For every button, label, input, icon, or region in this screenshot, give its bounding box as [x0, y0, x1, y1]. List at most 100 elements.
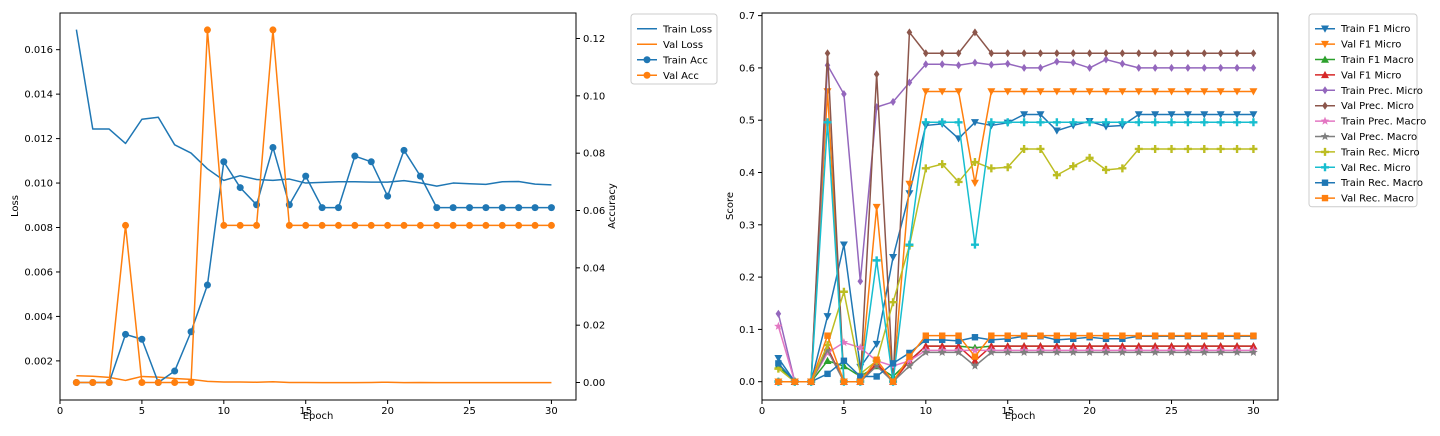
data-point [856, 343, 865, 352]
data-point [939, 60, 945, 69]
data-point [988, 60, 995, 69]
y-tick-label: 0.1 [739, 325, 755, 336]
data-point [1020, 332, 1028, 339]
data-point [1216, 144, 1225, 153]
x-tick-label: 30 [545, 406, 558, 417]
score-chart: 0 5 10 15 20 25 30 0.0 0.1 0.2 0.3 0.4 0.5 0.6 0.7 Ep… [725, 11, 1426, 422]
data-point [1152, 63, 1158, 72]
data-point [1102, 123, 1110, 131]
x-tick-label: 30 [1247, 406, 1260, 417]
legend-label: Val F1 Micro [1341, 70, 1401, 81]
data-point [972, 58, 978, 67]
legend-label: Train Prec. Macro [1340, 117, 1426, 128]
data-point [890, 97, 896, 106]
data-point [937, 347, 947, 357]
data-point [840, 378, 848, 385]
data-point [970, 240, 979, 249]
data-point [1019, 347, 1029, 357]
data-point [791, 378, 798, 385]
data-point [923, 49, 929, 58]
data-point [1249, 88, 1258, 96]
data-point [1118, 342, 1127, 350]
data-point [1216, 88, 1225, 96]
data-point [923, 60, 929, 69]
data-point [1134, 111, 1143, 119]
legend-label: Val Prec. Micro [1341, 101, 1414, 112]
data-point [774, 364, 783, 373]
data-point [203, 26, 211, 34]
data-point [823, 341, 832, 350]
data-point [839, 241, 848, 249]
legend-marker [1321, 147, 1330, 156]
x-tick-label: 5 [139, 406, 145, 417]
data-point [1085, 342, 1094, 350]
data-point [988, 336, 995, 344]
data-point [1086, 63, 1093, 72]
data-point [122, 221, 130, 229]
data-point [1070, 332, 1077, 339]
chart0-y2-ticks: 0.00 0.02 0.04 0.06 0.08 0.10 0.12 [576, 34, 605, 389]
legend-marker [1320, 116, 1330, 125]
data-point [1069, 342, 1078, 350]
data-point [1168, 63, 1175, 72]
chart1-plot-area [761, 12, 1279, 401]
y-tick-label: 0.6 [739, 63, 755, 74]
data-point [1135, 63, 1142, 72]
data-point [824, 49, 831, 58]
data-point [1086, 49, 1093, 58]
data-point [905, 356, 914, 365]
data-point [1036, 118, 1045, 127]
data-point [1036, 347, 1045, 357]
legend-item: Val Loss [637, 40, 703, 51]
data-point [1053, 332, 1061, 339]
data-point [954, 88, 963, 96]
y2-tick-label: 0.08 [583, 149, 605, 160]
data-point [1200, 118, 1209, 127]
data-point [1020, 144, 1029, 153]
data-point [1102, 332, 1110, 339]
data-point [857, 378, 864, 385]
data-point [1167, 144, 1176, 153]
data-point [905, 180, 914, 189]
x-tick-label: 0 [57, 406, 63, 417]
data-point [823, 313, 832, 321]
data-point [1232, 347, 1242, 357]
legend-item: Val Acc [637, 71, 699, 82]
legend-marker [643, 71, 651, 79]
data-point [1200, 111, 1209, 119]
data-point [1119, 332, 1126, 339]
data-point [531, 204, 539, 212]
chart1-x-axis-label: Epoch [1005, 411, 1036, 422]
data-point [872, 256, 881, 265]
data-point [302, 221, 310, 229]
data-point [1069, 88, 1078, 96]
data-point [987, 347, 996, 357]
data-point [1037, 49, 1044, 58]
data-point [971, 353, 979, 360]
data-point [938, 336, 946, 344]
data-point [1134, 144, 1143, 153]
data-point [824, 332, 831, 339]
data-point [203, 281, 211, 289]
data-point [1037, 63, 1044, 72]
x-tick-label: 0 [759, 406, 765, 417]
legend-item: Train Rec. Macro [1315, 178, 1423, 189]
data-point [1168, 49, 1175, 58]
data-point [1118, 118, 1127, 127]
data-point [1183, 111, 1192, 119]
data-point [1183, 118, 1192, 127]
legend-marker [1321, 179, 1329, 186]
legend-label: Val Acc [663, 71, 699, 82]
legend-item: Val Prec. Macro [1315, 132, 1417, 143]
legend-item: Val Rec. Macro [1315, 194, 1414, 205]
series-6 [774, 321, 1258, 386]
data-point [1119, 49, 1126, 58]
data-point [1134, 342, 1143, 350]
data-point [1134, 88, 1143, 96]
data-point [1118, 347, 1127, 357]
legend-label: Val F1 Micro [1341, 40, 1401, 51]
data-point [905, 190, 914, 198]
data-point [1216, 342, 1225, 350]
legend-item: Train Acc [637, 55, 708, 66]
data-point [775, 378, 782, 385]
